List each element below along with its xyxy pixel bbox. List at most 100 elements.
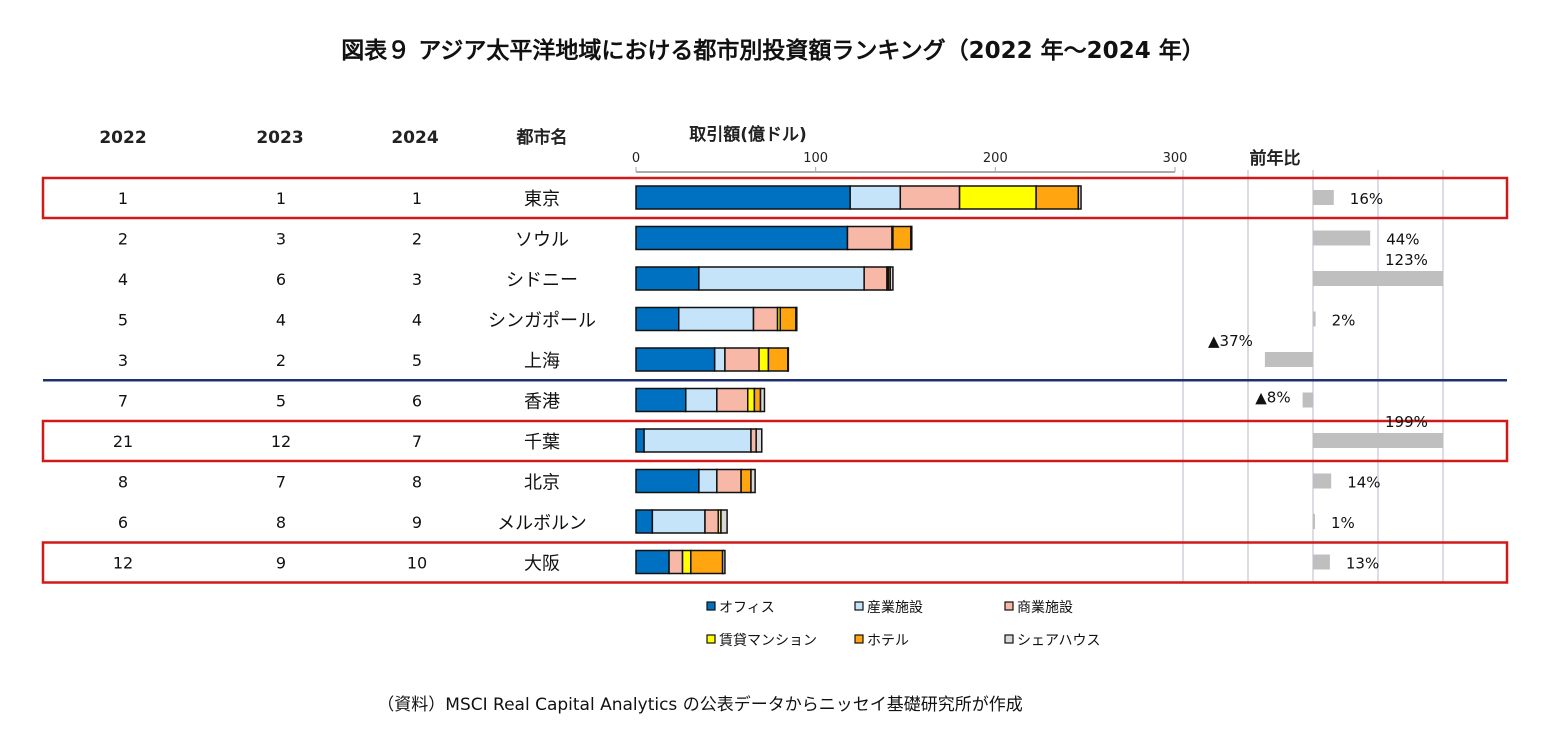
yoy-bar — [1302, 392, 1313, 408]
yoy-label: 16% — [1350, 190, 1383, 208]
table-row: 2 3 2 ソウル 44% — [118, 225, 1420, 251]
bar-segment-office — [635, 306, 680, 332]
legend-swatch — [706, 634, 716, 644]
highlight-box — [41, 541, 1509, 584]
bar-segment-office — [635, 549, 670, 575]
rank-2022: 5 — [118, 311, 128, 330]
legend-item: ホテル — [854, 633, 909, 649]
yoy-label: 123% — [1385, 251, 1428, 269]
header-2022: 2022 — [99, 128, 146, 148]
rank-2022: 7 — [118, 392, 128, 411]
legend-label: ホテル — [867, 633, 909, 649]
header-yoy: 前年比 — [1250, 148, 1301, 169]
rank-2024: 3 — [412, 270, 422, 289]
bar-segment-office — [635, 266, 700, 291]
bar-segment-hotel — [1035, 185, 1080, 210]
bar-segment-office — [635, 509, 654, 534]
legend-item: 商業施設 — [1004, 600, 1073, 616]
bar-segment-hotel — [892, 225, 912, 251]
bar-segment-hotel — [740, 468, 752, 494]
rank-2023: 4 — [276, 311, 286, 330]
city-name: 香港 — [524, 392, 560, 413]
bar-segment-retail — [846, 225, 893, 251]
yoy-bar — [1313, 514, 1315, 529]
rank-2024: 8 — [412, 473, 422, 492]
bar-segment-rental — [747, 387, 756, 413]
yoy-label: 199% — [1385, 413, 1428, 431]
bar-segment-share — [910, 225, 913, 251]
bar-segment-retail — [899, 185, 961, 210]
city-name: 上海 — [524, 351, 560, 372]
legend-item: オフィス — [706, 600, 775, 616]
yoy-bar — [1313, 230, 1371, 246]
highlight-box — [41, 176, 1509, 220]
bar-segment-rental — [758, 347, 770, 372]
x-tick-label: 200 — [983, 151, 1008, 166]
legend-label: 賃貸マンション — [719, 633, 817, 649]
legend-label: オフィス — [719, 600, 775, 616]
bar-segment-retail — [716, 468, 742, 494]
rank-2022: 21 — [113, 432, 133, 451]
yoy-bar — [1313, 311, 1316, 327]
header-2023: 2023 — [256, 128, 303, 148]
city-name: シンガポール — [488, 311, 596, 332]
header-2024: 2024 — [391, 128, 438, 148]
rank-2022: 2 — [118, 230, 128, 249]
bar-segment-industrial — [685, 387, 718, 413]
bar-segment-office — [635, 225, 849, 251]
rank-2023: 8 — [276, 513, 286, 532]
rank-2023: 1 — [276, 189, 286, 208]
bar-segment-retail — [716, 387, 749, 413]
bar-segment-share — [1077, 185, 1082, 210]
chart-title: 図表９ アジア太平洋地域における都市別投資額ランキング（2022 年～2024 … — [341, 37, 1204, 64]
bar-segment-industrial — [698, 266, 865, 291]
bar-segment-rental — [681, 549, 692, 575]
city-name: シドニー — [506, 270, 578, 291]
source-note: （資料）MSCI Real Capital Analytics の公表データから… — [377, 694, 1022, 715]
table-row: 3 2 5 上海 ▲37% — [118, 332, 1313, 372]
rank-2023: 6 — [276, 270, 286, 289]
city-name: メルボルン — [497, 513, 587, 534]
bar-segment-share — [750, 468, 756, 494]
rank-2023: 2 — [276, 351, 286, 370]
table-row: 8 7 8 北京 14% — [118, 468, 1381, 494]
yoy-label: 13% — [1346, 555, 1379, 573]
table-row: 6 8 9 メルボルン 1% — [118, 509, 1355, 534]
yoy-label: 2% — [1332, 312, 1356, 330]
legend-item: 賃貸マンション — [706, 633, 817, 649]
rank-2024: 5 — [412, 351, 422, 370]
yoy-bar — [1264, 352, 1313, 367]
bar-segment-office — [635, 347, 716, 372]
table-row: 1 1 1 東京 16% — [41, 176, 1509, 220]
yoy-bar — [1313, 473, 1332, 489]
rank-2022: 12 — [113, 554, 133, 573]
table-row: 5 4 4 シンガポール 2% — [118, 306, 1356, 332]
bar-segment-retail — [724, 347, 760, 372]
rank-2024: 4 — [412, 311, 422, 330]
bar-segment-share — [755, 428, 763, 453]
yoy-bar — [1313, 190, 1334, 205]
bar-segment-industrial — [643, 428, 752, 453]
city-name: 北京 — [524, 473, 560, 494]
rank-2024: 10 — [407, 554, 427, 573]
yoy-label: ▲37% — [1208, 332, 1253, 350]
rank-2024: 1 — [412, 189, 422, 208]
bar-segment-office — [635, 387, 687, 413]
table-row: 21 12 7 千葉 199% — [41, 413, 1509, 463]
legend-swatch — [706, 601, 716, 611]
legend-swatch — [1004, 634, 1014, 644]
bar-segment-industrial — [678, 306, 755, 332]
bar-segment-industrial — [651, 509, 706, 534]
rank-2023: 7 — [276, 473, 286, 492]
legend-item: 産業施設 — [854, 600, 923, 616]
city-name: 東京 — [524, 189, 560, 210]
legend-swatch — [854, 634, 864, 644]
yoy-label: ▲8% — [1255, 389, 1290, 407]
city-name: ソウル — [515, 230, 569, 251]
bar-segment-office — [635, 468, 700, 494]
bar-segment-retail — [750, 428, 757, 453]
table-row: 12 9 10 大阪 13% — [41, 541, 1509, 584]
bar-segment-hotel — [753, 387, 762, 413]
rank-2022: 8 — [118, 473, 128, 492]
